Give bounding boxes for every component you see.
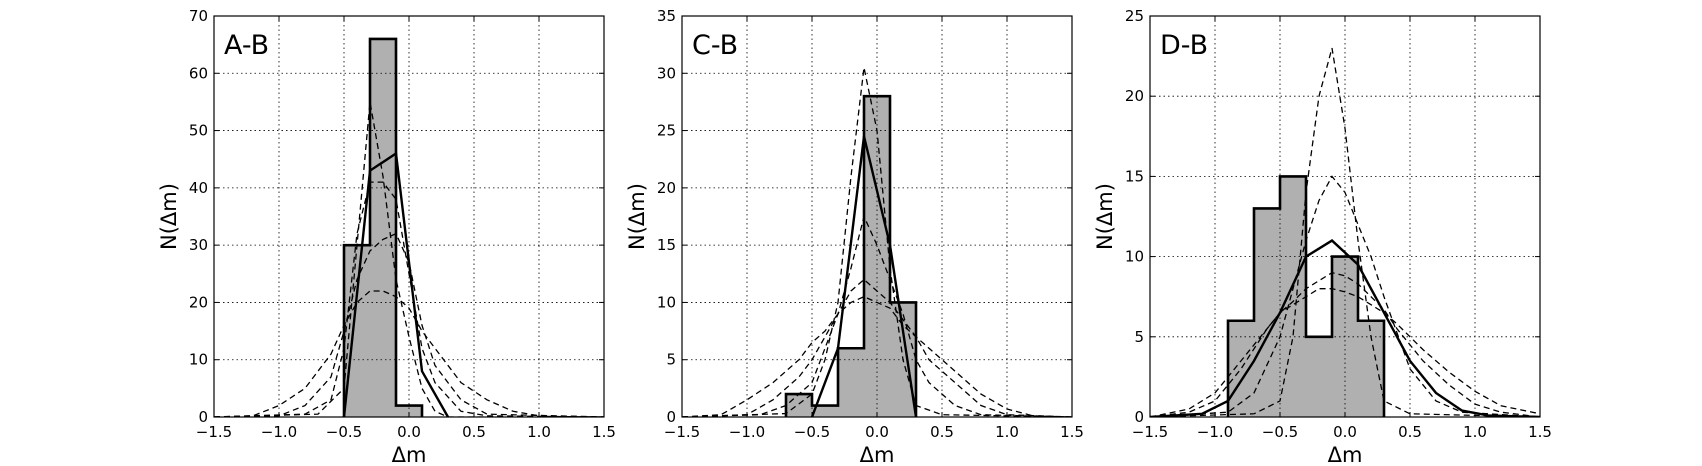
x-tick-label: 0.0	[1333, 423, 1357, 441]
x-tick-label: −1.0	[1197, 423, 1233, 441]
x-tick-label: −0.5	[326, 423, 362, 441]
x-axis-label: Δm	[1328, 443, 1363, 466]
x-tick-label: 1.0	[527, 423, 551, 441]
x-tick-label: 0.5	[1398, 423, 1422, 441]
panel-c-b: −1.5 −1.0 −0.5 0.0 0.5 1.0 1.5 0 5 10 15 20 25 30 35 Δm…	[625, 7, 1084, 466]
x-tick-label: −1.5	[196, 423, 232, 441]
y-tick-label: 10	[189, 351, 208, 369]
y-tick-label: 25	[657, 122, 676, 140]
x-tick-label: −1.0	[261, 423, 297, 441]
histogram-bar	[344, 245, 370, 417]
histogram-bar	[1254, 208, 1280, 417]
histogram-bar	[864, 96, 890, 417]
y-axis-label: N(Δm)	[157, 183, 181, 250]
y-tick-label: 5	[1134, 328, 1144, 346]
y-tick-label: 60	[189, 64, 208, 82]
y-tick-label: 25	[1125, 7, 1144, 25]
x-tick-label: −1.5	[1132, 423, 1168, 441]
dashed-curve	[1150, 288, 1540, 417]
y-tick-label: 70	[189, 7, 208, 25]
y-axis-label: N(Δm)	[625, 183, 649, 250]
panel-a-b: −1.5 −1.0 −0.5 0.0 0.5 1.0 1.5 0 10 20 30 40 50 60 70 Δ…	[157, 7, 616, 466]
y-tick-label: 35	[657, 7, 676, 25]
x-tick-label: 0.0	[865, 423, 889, 441]
y-tick-label: 10	[657, 293, 676, 311]
y-tick-label: 20	[657, 179, 676, 197]
y-tick-label: 10	[1125, 248, 1144, 266]
x-tick-label: 1.5	[1528, 423, 1552, 441]
dashed-curve	[214, 232, 604, 417]
x-tick-label: −0.5	[1262, 423, 1298, 441]
fit-line	[342, 151, 450, 417]
dashed-curve	[682, 295, 1072, 417]
y-tick-label: 20	[189, 293, 208, 311]
x-tick-label: 1.5	[1060, 423, 1084, 441]
histogram-outline	[342, 37, 424, 417]
x-axis-label: Δm	[860, 443, 895, 466]
histogram-bar	[812, 405, 838, 417]
fit-line	[810, 136, 918, 417]
panel-label: D-B	[1160, 30, 1208, 61]
x-tick-label: 1.5	[592, 423, 616, 441]
dashed-curve	[214, 101, 604, 417]
histogram-bar	[396, 405, 422, 417]
y-tick-label: 20	[1125, 87, 1144, 105]
dashed-curve	[1150, 47, 1540, 417]
x-tick-label: 0.5	[930, 423, 954, 441]
y-tick-label: 15	[657, 236, 676, 254]
dashed-curve	[682, 67, 1072, 417]
y-tick-label: 40	[189, 179, 208, 197]
y-tick-label: 5	[666, 351, 676, 369]
y-tick-label: 30	[189, 236, 208, 254]
histogram-bar	[1280, 176, 1306, 417]
y-tick-label: 50	[189, 122, 208, 140]
x-tick-label: 0.0	[397, 423, 421, 441]
dashed-curve	[1150, 175, 1540, 417]
panel-label: A-B	[224, 30, 269, 61]
panel-d-b: −1.5 −1.0 −0.5 0.0 0.5 1.0 1.5 0 5 10 15 20 25 Δm N(Δm…	[1093, 7, 1552, 466]
y-tick-label: 30	[657, 64, 676, 82]
histogram-bar	[1306, 336, 1332, 417]
x-axis-label: Δm	[392, 443, 427, 466]
y-tick-label: 0	[666, 408, 676, 426]
y-tick-label: 0	[1134, 408, 1144, 426]
y-tick-label: 15	[1125, 167, 1144, 185]
panel-label: C-B	[692, 30, 738, 61]
dashed-curve	[682, 214, 1072, 417]
x-tick-label: 1.0	[1463, 423, 1487, 441]
dashed-curve	[682, 278, 1072, 417]
axes-frame	[213, 15, 605, 418]
x-tick-label: −1.0	[729, 423, 765, 441]
x-tick-label: 0.5	[462, 423, 486, 441]
dashed-curve	[214, 290, 604, 417]
histogram-bar	[370, 38, 396, 418]
x-tick-label: −1.5	[664, 423, 700, 441]
y-axis-label: N(Δm)	[1093, 183, 1117, 250]
x-tick-label: −0.5	[794, 423, 830, 441]
x-tick-label: 1.0	[995, 423, 1019, 441]
histogram-bar	[838, 348, 864, 417]
dashed-curve	[1150, 271, 1540, 417]
fit-line	[1150, 239, 1540, 417]
y-tick-label: 0	[198, 408, 208, 426]
